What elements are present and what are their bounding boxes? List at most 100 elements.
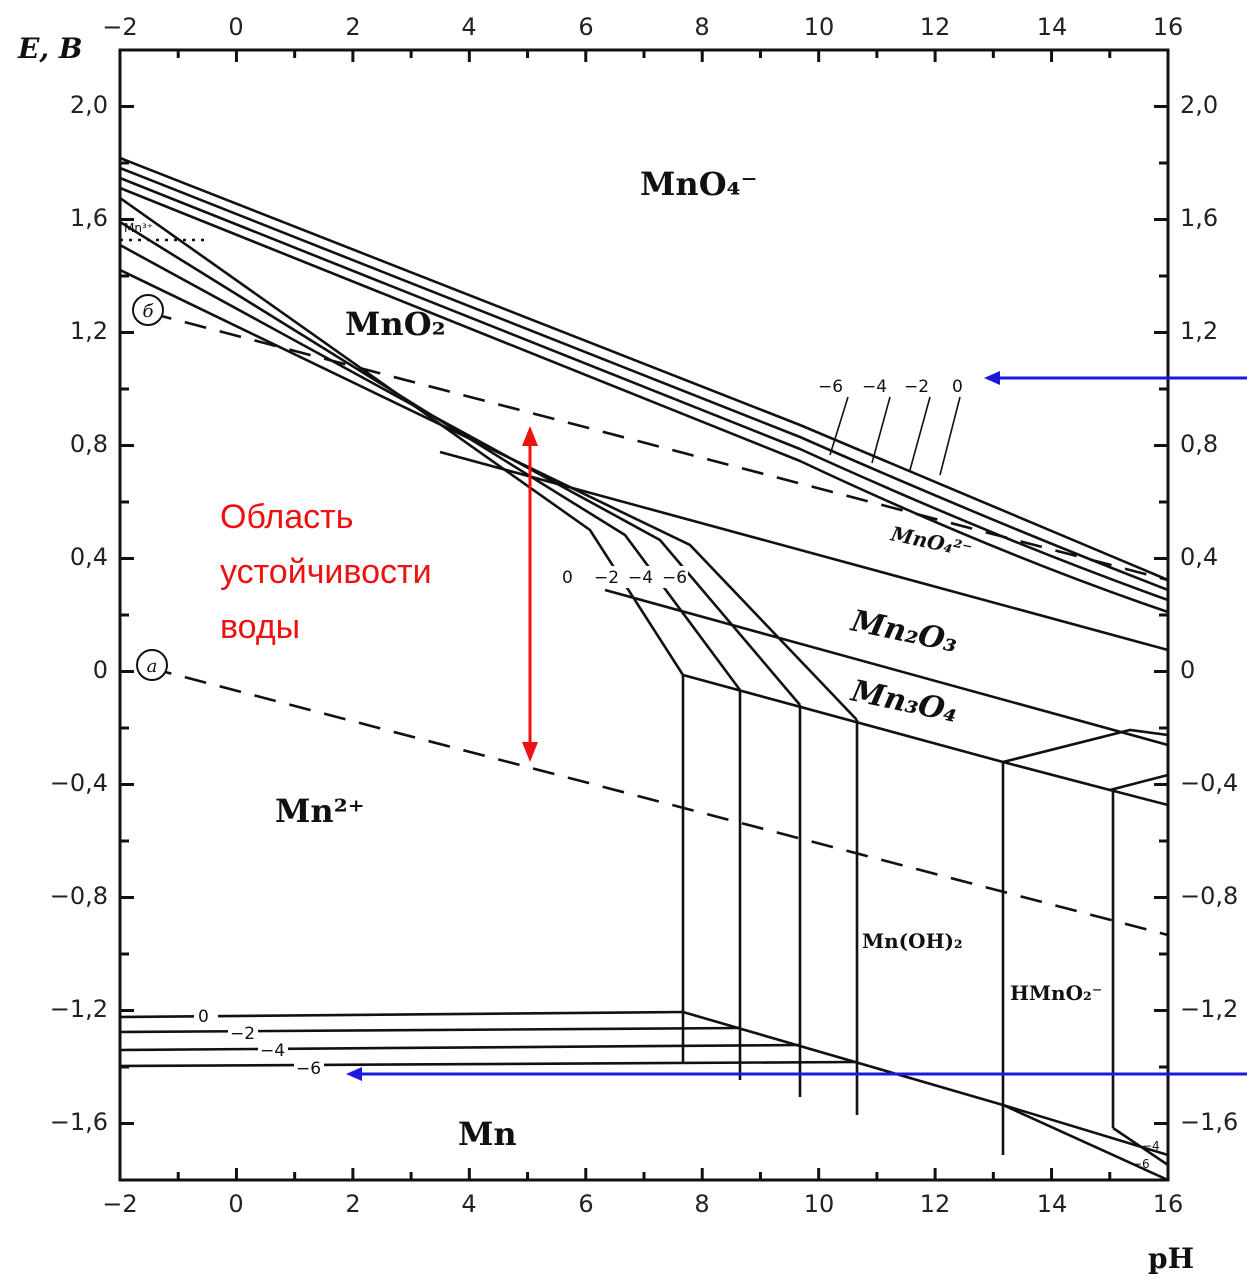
mno2-mn2-line-2 xyxy=(119,220,742,691)
leader-line xyxy=(939,396,961,476)
label-backdrop xyxy=(194,1006,218,1026)
conc-label: −6 xyxy=(296,1059,321,1079)
blue-arrow-upper-head xyxy=(984,371,1000,385)
y-tick-label: −1,6 xyxy=(1180,1108,1238,1136)
red-arrow-head-up xyxy=(522,426,538,446)
y-tick-label: 1,2 xyxy=(70,317,108,345)
water-stability-annotation: Область устойчивости воды xyxy=(220,426,538,762)
conc-label: −4 xyxy=(1142,1139,1160,1153)
x-tick-label: 10 xyxy=(804,13,835,41)
mn-line-2 xyxy=(119,1026,741,1034)
mno2-mn2o3-line xyxy=(439,450,1169,652)
conc-label: −6 xyxy=(818,377,843,397)
annotation-line-3: воды xyxy=(220,608,300,646)
y-tick-label: 0,4 xyxy=(1180,543,1218,571)
conc-label: −6 xyxy=(662,568,687,588)
y-tick-label: 2,0 xyxy=(70,91,108,119)
leader-line xyxy=(829,396,849,456)
region-mn: Mn xyxy=(458,1115,517,1153)
y-tick-label: −0,4 xyxy=(1180,769,1238,797)
x-tick-label: 8 xyxy=(694,1190,709,1218)
x-tick-label: 14 xyxy=(1037,1190,1068,1218)
y-tick-label: −0,8 xyxy=(1180,882,1238,910)
y-tick-label: 0 xyxy=(93,656,108,684)
conc-label: −2 xyxy=(904,377,929,397)
x-tick-label: 0 xyxy=(228,1190,243,1218)
y-tick-label: −1,6 xyxy=(50,1108,108,1136)
x-axis-top: −2 0 2 4 6 8 10 12 14 16 xyxy=(102,13,1183,41)
y-axis-title: E, В xyxy=(17,32,83,65)
conc-label: −6 xyxy=(1132,1157,1150,1171)
x-tick-label: 10 xyxy=(804,1190,835,1218)
x-tick-label: 14 xyxy=(1037,13,1068,41)
conc-label: 0 xyxy=(562,568,573,588)
x-tick-label: −2 xyxy=(102,1190,137,1218)
leader-line xyxy=(909,396,931,471)
mn-line-4 xyxy=(119,1043,801,1052)
mno2-mn2-line-0 xyxy=(119,196,685,676)
x-tick-label: 6 xyxy=(578,1190,593,1218)
label-backdrop xyxy=(294,1058,324,1078)
y-tick-label: 0,8 xyxy=(1180,430,1218,458)
corner-line xyxy=(1112,1126,1169,1167)
y-tick-label: −0,8 xyxy=(50,882,108,910)
conc-label: −2 xyxy=(594,568,619,588)
region-mn2o3: Mn₂O₃ xyxy=(847,603,960,660)
blue-arrows xyxy=(346,371,1247,1081)
y-tick-label: 1,6 xyxy=(1180,204,1218,232)
label-backdrop xyxy=(228,1024,258,1044)
mno2-mn2-line-6 xyxy=(119,268,858,721)
y-tick-label: 1,6 xyxy=(70,204,108,232)
mn-hmno2-line xyxy=(1002,1103,1169,1182)
mn-line-6 xyxy=(119,1060,858,1068)
boundary-line-0 xyxy=(119,156,1169,582)
x-axis-title: pH xyxy=(1148,1242,1194,1275)
y-tick-label: 1,2 xyxy=(1180,317,1218,345)
mn3o4-lower-line xyxy=(682,673,1169,792)
red-arrow-head-down xyxy=(522,742,538,762)
y-axis-right: 2,0 1,6 1,2 0,8 0,4 0 −0,4 −0,8 −1,2 −1,… xyxy=(1180,91,1238,1136)
y-tick-label: 0,8 xyxy=(70,430,108,458)
label-backdrop xyxy=(258,1040,288,1060)
y-tick-label: 0,4 xyxy=(70,543,108,571)
corner-concentration-labels: −4 −6 xyxy=(1132,1139,1160,1171)
y-tick-label: −1,2 xyxy=(1180,995,1238,1023)
label-b: б xyxy=(143,301,155,322)
y-tick-label: −0,4 xyxy=(50,769,108,797)
water-line-b xyxy=(149,311,1169,582)
region-mn3o4: Mn₃O₄ xyxy=(847,673,960,730)
upper-concentration-labels: −6 −4 −2 0 xyxy=(818,377,963,476)
region-mn3plus: Mn³⁺ xyxy=(124,221,153,235)
boundary-line-6 xyxy=(119,186,1169,614)
x-tick-label: 16 xyxy=(1153,1190,1184,1218)
x-tick-label: 16 xyxy=(1153,13,1184,41)
lower-concentration-labels: 0 −2 −4 −6 xyxy=(194,1006,324,1079)
conc-label: −4 xyxy=(862,377,887,397)
label-backdrop xyxy=(558,566,688,588)
circle-a xyxy=(136,649,168,681)
conc-label: −4 xyxy=(260,1041,285,1061)
x-tick-label: 8 xyxy=(694,13,709,41)
conc-label: −2 xyxy=(230,1024,255,1044)
upper-leaders xyxy=(829,396,961,476)
boundary-line-4 xyxy=(119,176,1169,602)
mn-oxide-line xyxy=(682,1010,1169,1157)
region-mnoh2: Mn(OH)₂ xyxy=(862,929,963,953)
x-axis-bottom: −2 0 2 4 6 8 10 12 14 16 xyxy=(102,1190,1183,1218)
boundary-line-2 xyxy=(119,166,1169,592)
y-tick-label: −1,2 xyxy=(50,995,108,1023)
annotation-line-1: Область xyxy=(220,498,353,536)
blue-arrow-lower-head xyxy=(346,1067,362,1081)
mno2-mn2-line-4 xyxy=(119,243,801,706)
annotation-line-2: устойчивости xyxy=(220,553,432,591)
label-a: a xyxy=(147,656,158,677)
hmno2-upper-line xyxy=(1109,788,1169,807)
x-tick-label: −2 xyxy=(102,13,137,41)
region-hmno2: HMnO₂⁻ xyxy=(1010,981,1102,1005)
region-mn2plus: Mn²⁺ xyxy=(275,792,365,830)
region-mno4-2: MnO₄²⁻ xyxy=(888,521,974,562)
water-lines xyxy=(149,311,1169,937)
x-tick-label: 2 xyxy=(345,13,360,41)
conc-label: 0 xyxy=(198,1007,209,1027)
